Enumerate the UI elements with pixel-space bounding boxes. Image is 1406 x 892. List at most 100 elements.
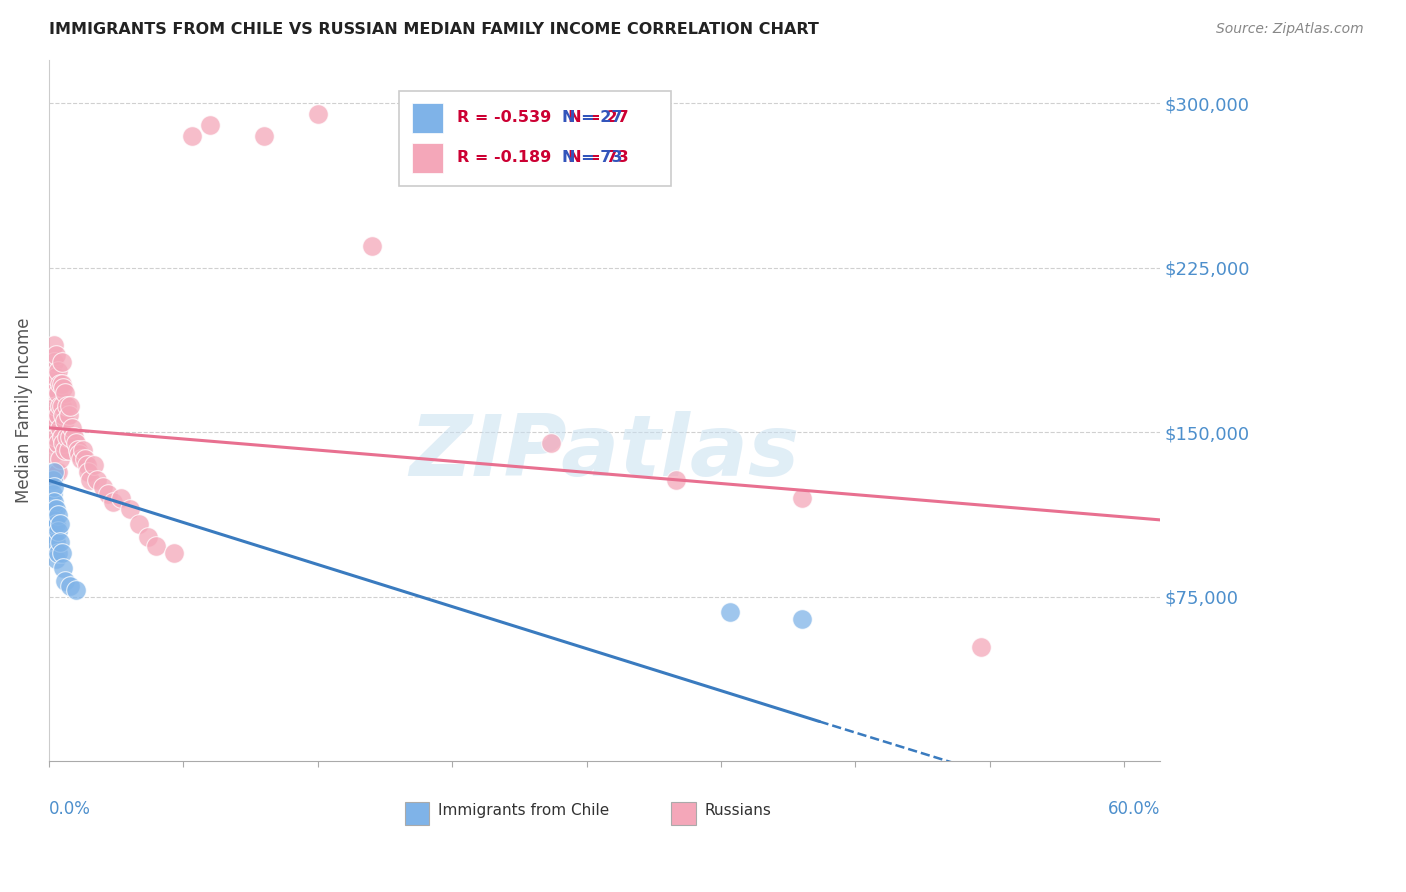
Bar [671, 803, 696, 825]
Text: 0.0%: 0.0% [49, 799, 91, 818]
Point [70, 451, 93, 466]
Point [432, 129, 454, 144]
Point [60, 421, 83, 435]
Point [52, 381, 75, 395]
Point [48, 534, 70, 549]
Point [58, 442, 80, 457]
FancyBboxPatch shape [399, 91, 671, 186]
Point [65, 436, 87, 450]
Text: N = 73: N = 73 [562, 150, 623, 165]
Point [46, 465, 69, 479]
Point [76, 458, 98, 472]
Point [45, 552, 67, 566]
Point [46, 364, 69, 378]
Text: Source: ZipAtlas.com: Source: ZipAtlas.com [1216, 22, 1364, 37]
Point [45, 534, 67, 549]
Point [45, 349, 67, 363]
Point [63, 429, 86, 443]
Point [45, 517, 67, 532]
Point [163, 546, 186, 560]
Point [97, 486, 120, 500]
Point [181, 129, 204, 144]
Text: ZIPatlas: ZIPatlas [409, 411, 800, 494]
Text: Russians: Russians [704, 803, 772, 818]
Point [46, 385, 69, 400]
Point [41, 385, 63, 400]
Point [72, 442, 94, 457]
Point [44, 513, 66, 527]
Point [540, 436, 562, 450]
Point [128, 517, 150, 532]
Point [77, 465, 100, 479]
Point [970, 640, 993, 654]
Text: N = 27: N = 27 [562, 111, 623, 125]
Point [56, 429, 79, 443]
Point [51, 355, 73, 369]
Point [59, 579, 82, 593]
Point [51, 376, 73, 391]
Point [41, 408, 63, 422]
Point [44, 528, 66, 542]
Bar [412, 143, 443, 172]
Point [39, 508, 62, 523]
Point [73, 451, 96, 466]
Point [91, 480, 114, 494]
Point [790, 491, 813, 505]
Point [48, 399, 70, 413]
Point [48, 421, 70, 435]
Point [136, 530, 159, 544]
Point [41, 370, 63, 384]
Point [52, 436, 75, 450]
Point [103, 495, 125, 509]
Point [45, 465, 67, 479]
Point [45, 429, 67, 443]
Y-axis label: Median Family Income: Median Family Income [15, 318, 32, 503]
Point [83, 458, 105, 472]
Point [59, 429, 82, 443]
Point [58, 408, 80, 422]
Point [41, 517, 63, 532]
Point [253, 129, 276, 144]
Point [39, 436, 62, 450]
Point [44, 337, 66, 351]
Point [52, 408, 75, 422]
Point [56, 399, 79, 413]
Point [79, 474, 101, 488]
Point [66, 442, 89, 457]
Text: R = -0.189   N = 73: R = -0.189 N = 73 [457, 150, 628, 165]
Point [718, 605, 741, 619]
Point [39, 469, 62, 483]
Point [45, 502, 67, 516]
Point [360, 239, 382, 253]
Text: Immigrants from Chile: Immigrants from Chile [437, 803, 609, 818]
Point [65, 582, 87, 597]
Point [59, 399, 82, 413]
Point [51, 429, 73, 443]
Point [41, 447, 63, 461]
Point [39, 414, 62, 428]
Point [46, 408, 69, 422]
Point [46, 524, 69, 538]
Point [44, 465, 66, 479]
Point [48, 376, 70, 391]
Point [51, 546, 73, 560]
Text: R = -0.539   N = 27: R = -0.539 N = 27 [457, 111, 628, 125]
Point [53, 574, 76, 589]
Point [145, 539, 167, 553]
Bar [412, 103, 443, 133]
Point [53, 442, 76, 457]
Point [46, 546, 69, 560]
Point [46, 508, 69, 523]
Point [51, 399, 73, 413]
Point [41, 474, 63, 488]
Point [45, 399, 67, 413]
Point [46, 436, 69, 450]
Point [86, 474, 108, 488]
Text: 60.0%: 60.0% [1108, 799, 1160, 818]
Point [44, 495, 66, 509]
Point [41, 486, 63, 500]
Point [110, 491, 132, 505]
Point [200, 119, 222, 133]
Point [307, 107, 329, 121]
Point [665, 474, 688, 488]
